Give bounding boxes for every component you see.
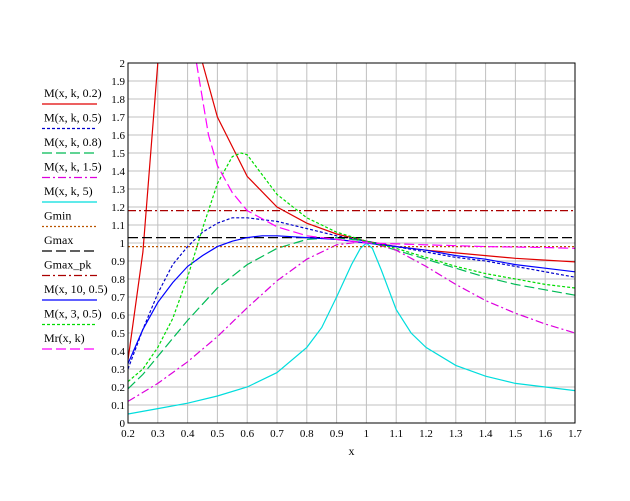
legend-label: Gmax [44, 233, 73, 247]
grid [127, 62, 576, 424]
y-tick-label: 0.1 [111, 400, 125, 412]
x-tick-label: 0.3 [151, 428, 165, 440]
plot-frame [127, 62, 576, 424]
y-tick-label: 1.1 [111, 220, 125, 232]
y-tick-label: 0.2 [111, 382, 125, 394]
series-line-10 [195, 63, 575, 249]
y-tick-label: 0.8 [111, 274, 125, 286]
y-tick-label: 1.4 [111, 166, 125, 178]
y-tick-label: 0.5 [111, 328, 125, 340]
x-tick-label: 1.3 [449, 428, 463, 440]
x-tick-label: 0.2 [121, 428, 135, 440]
y-tick-label: 0.6 [111, 310, 125, 322]
x-tick-label: 0.4 [181, 428, 195, 440]
legend-label: M(x, k, 5) [44, 184, 93, 198]
y-tick-label: 1.9 [111, 76, 125, 88]
legend-label: M(x, k, 1.5) [44, 160, 102, 174]
x-tick-label: 0.7 [270, 428, 284, 440]
legend-label: M(x, 3, 0.5) [44, 307, 102, 321]
legend-label: M(x, 10, 0.5) [44, 282, 108, 296]
x-tick-label: 1.5 [509, 428, 523, 440]
legend: M(x, k, 0.2) M(x, k, 0.5) M(x, k, 0.8) M(x,… [42, 86, 108, 350]
y-tick-label: 1.2 [111, 202, 125, 214]
y-tick-label: 0.9 [111, 256, 125, 268]
series-line-0 [128, 63, 575, 361]
tick-labels: 0.2 0.3 0.4 0.5 0.6 0.7 0.8 0.9 1 1.1 1.2 1.3 1.4 1.5… [111, 58, 582, 440]
y-tick-label: 1.8 [111, 94, 125, 106]
y-tick-label: 0.3 [111, 364, 125, 376]
legend-label: M(x, k, 0.8) [44, 135, 102, 149]
series-layer [128, 63, 575, 415]
legend-label: M(x, k, 0.2) [44, 86, 102, 100]
x-axis-label: x [349, 444, 355, 458]
series-line-2 [128, 236, 575, 390]
x-tick-label: 0.8 [300, 428, 314, 440]
y-tick-label: 0.7 [111, 292, 125, 304]
legend-label: Gmin [44, 209, 71, 223]
y-tick-label: 1.6 [111, 130, 125, 142]
x-tick-label: 1.2 [419, 428, 433, 440]
x-tick-label: 0.9 [330, 428, 344, 440]
y-tick-label: 0.4 [111, 346, 125, 358]
x-tick-label: 0.6 [240, 428, 254, 440]
x-tick-label: 0.5 [211, 428, 225, 440]
series-line-4 [128, 242, 575, 415]
legend-label: Mr(x, k) [44, 331, 85, 345]
x-tick-label: 1 [364, 428, 370, 440]
legend-label: M(x, k, 0.5) [44, 111, 102, 125]
series-line-9 [128, 152, 575, 383]
y-tick-label: 1.5 [111, 148, 125, 160]
y-tick-label: 1.3 [111, 184, 125, 196]
x-tick-label: 1.7 [568, 428, 582, 440]
x-tick-label: 1.1 [389, 428, 403, 440]
series-line-8 [128, 235, 575, 364]
x-tick-label: 1.6 [538, 428, 552, 440]
y-tick-label: 1.7 [111, 112, 125, 124]
series-line-1 [128, 217, 575, 370]
y-tick-label: 2 [120, 58, 126, 70]
series-line-3 [128, 240, 575, 402]
y-tick-label: 0 [120, 418, 126, 430]
x-tick-label: 1.4 [479, 428, 493, 440]
legend-label: Gmax_pk [44, 258, 91, 272]
y-tick-label: 1 [120, 238, 126, 250]
